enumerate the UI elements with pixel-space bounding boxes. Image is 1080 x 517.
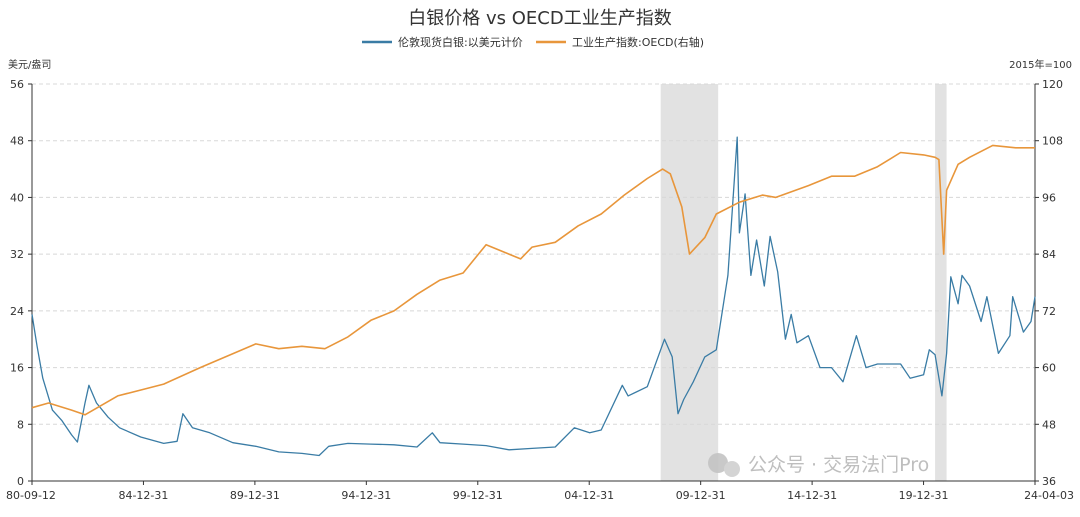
x-axis-ticks: 80-09-12 84-12-31 89-12-31 94-12-31 99-12-31… <box>6 481 1074 502</box>
right-axis-ticks: 36 48 60 72 84 96 108 120 <box>1035 78 1063 488</box>
x-tick-label: 09-12-31 <box>676 489 726 502</box>
recession-band-0 <box>660 84 719 481</box>
left-tick-label: 8 <box>17 418 24 431</box>
x-tick-label: 80-09-12 <box>6 489 56 502</box>
wechat-icon-bubble <box>724 461 740 477</box>
left-tick-label: 56 <box>10 78 24 91</box>
right-axis-unit: 2015年=100 <box>1009 58 1072 71</box>
x-tick-label: 04-12-31 <box>564 489 614 502</box>
left-tick-label: 24 <box>10 305 24 318</box>
x-tick-label: 19-12-31 <box>899 489 949 502</box>
x-tick-label: 94-12-31 <box>341 489 391 502</box>
chart-title: 白银价格 vs OECD工业生产指数 <box>408 8 671 29</box>
legend-label-oecd[interactable]: 工业生产指数:OECD(右轴) <box>572 35 704 49</box>
gridlines <box>32 83 1035 425</box>
legend-label-silver[interactable]: 伦敦现货白银:以美元计价 <box>398 35 523 49</box>
right-tick-label: 60 <box>1042 362 1056 375</box>
wechat-icon <box>708 453 728 473</box>
series-line-oecd <box>31 144 1035 416</box>
x-tick-label: 24-04-03 <box>1024 489 1074 502</box>
left-tick-label: 40 <box>10 191 24 204</box>
x-tick-label: 99-12-31 <box>453 489 503 502</box>
recession-bands <box>660 84 947 481</box>
legend: 伦敦现货白银:以美元计价 工业生产指数:OECD(右轴) <box>362 35 704 49</box>
left-axis-unit: 美元/盎司 <box>8 58 51 71</box>
right-tick-label: 120 <box>1042 78 1063 91</box>
series-line-silver <box>31 136 1036 457</box>
left-tick-label: 48 <box>10 135 24 148</box>
left-tick-label: 0 <box>17 475 24 488</box>
right-tick-label: 36 <box>1042 475 1056 488</box>
watermark-text: 公众号 · 交易法门Pro <box>748 454 929 476</box>
series-lines <box>31 136 1036 457</box>
x-tick-label: 84-12-31 <box>118 489 168 502</box>
right-tick-label: 72 <box>1042 305 1056 318</box>
left-tick-label: 32 <box>10 248 24 261</box>
right-tick-label: 96 <box>1042 191 1056 204</box>
recession-band-1 <box>935 84 947 481</box>
x-tick-label: 89-12-31 <box>230 489 280 502</box>
left-tick-label: 16 <box>10 362 24 375</box>
left-axis-ticks: 0 8 16 24 32 40 48 56 <box>10 78 32 488</box>
right-tick-label: 108 <box>1042 135 1063 148</box>
x-tick-label: 14-12-31 <box>787 489 837 502</box>
right-tick-label: 48 <box>1042 418 1056 431</box>
right-tick-label: 84 <box>1042 248 1056 261</box>
watermark: 公众号 · 交易法门Pro <box>708 453 929 477</box>
